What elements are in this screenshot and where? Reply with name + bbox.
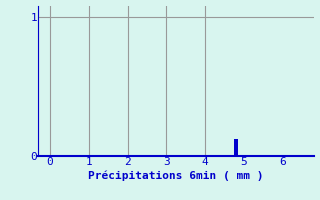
X-axis label: Précipitations 6min ( mm ): Précipitations 6min ( mm ) <box>88 170 264 181</box>
Bar <box>234 139 238 156</box>
